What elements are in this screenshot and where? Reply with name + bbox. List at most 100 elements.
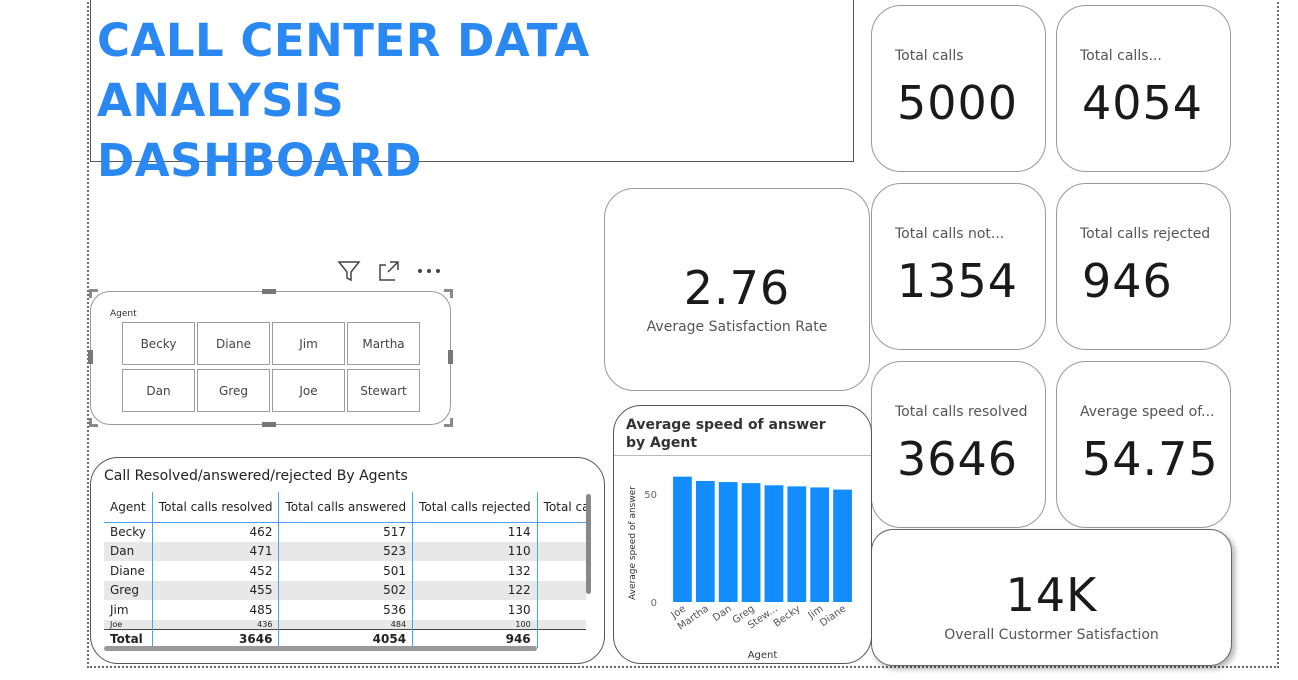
resize-handle-right[interactable] [448,350,453,364]
resize-handle-bottom[interactable] [262,422,276,427]
kpi-value: 2.76 [683,261,791,315]
kpi-card-total-calls-answered[interactable]: Total calls... 4054 [1056,5,1231,172]
table-cell: Becky [104,522,153,542]
agents-table: Agent Total calls resolved Total calls a… [104,492,586,648]
table-cell: Dan [104,541,153,561]
kpi-label: Total calls resolved [895,404,1028,420]
bar [833,489,852,602]
kpi-value: 4054 [1082,76,1204,130]
table-cell: 130 [412,600,538,620]
kpi-label: Average speed of... [1080,404,1215,420]
table-row: Dan 471 523 110 [104,541,586,561]
title-line-1: CALL CENTER DATA ANALYSIS [97,14,590,127]
resize-handle-corner[interactable] [444,289,453,298]
table-cell: 3646 [152,628,280,648]
column-header[interactable]: Total calls resolved [152,492,280,523]
agent-slicer[interactable]: Agent Becky Diane Jim Martha Dan Greg Jo… [90,291,451,425]
slicer-option[interactable]: Joe [272,369,345,412]
bar [787,486,807,602]
column-header[interactable]: Total calls answered [278,492,414,523]
kpi-value: 14K [1005,568,1098,622]
table-row: Becky 462 517 114 [104,522,586,542]
table-title: Call Resolved/answered/rejected By Agent… [104,468,408,484]
x-tick-label: Dan [711,603,734,624]
filter-icon[interactable] [336,258,362,284]
kpi-label: Total calls rejected [1080,226,1211,242]
kpi-card-total-calls[interactable]: Total calls 5000 [871,5,1046,172]
resize-handle-left[interactable] [88,350,93,364]
x-axis-label: Agent [748,650,778,661]
table-cell: 471 [152,541,280,561]
table-cell: 484 [278,619,414,629]
resize-handle-top[interactable] [262,289,276,294]
kpi-value: 5000 [897,76,1019,130]
column-header[interactable]: Agent [104,492,153,523]
slicer-option[interactable]: Greg [197,369,270,412]
table-cell: 455 [152,580,280,600]
bar [810,487,830,602]
agents-table-card: Call Resolved/answered/rejected By Agent… [90,457,605,664]
table-scroll-area[interactable]: Agent Total calls resolved Total calls a… [104,492,586,648]
table-row: Jim 485 536 130 [104,600,586,620]
kpi-card-total-calls-not[interactable]: Total calls not... 1354 [871,183,1046,350]
kpi-label: Total calls not... [895,226,1005,242]
kpi-card-total-calls-rejected[interactable]: Total calls rejected 946 [1056,183,1231,350]
chart-divider [614,455,871,456]
dashboard-title: CALL CENTER DATA ANALYSIS DASHBOARD [97,11,853,191]
bar [673,476,692,602]
column-header[interactable]: Total calls not r [537,492,586,523]
bar [718,482,738,602]
table-cell: 517 [278,522,414,542]
kpi-value: 3646 [897,432,1019,486]
table-cell: 946 [412,628,538,648]
kpi-label: Average Satisfaction Rate [646,319,828,335]
table-cell: 452 [152,561,280,581]
slicer-option[interactable]: Dan [122,369,195,412]
slicer-options: Becky Diane Jim Martha Dan Greg Joe Stew… [122,322,420,412]
table-cell: 114 [412,522,538,542]
table-cell: Jim [104,600,153,620]
table-cell: 462 [152,522,280,542]
kpi-value: 1354 [897,254,1019,308]
kpi-card-average-satisfaction[interactable]: 2.76 Average Satisfaction Rate [604,188,870,391]
more-options-icon[interactable] [416,258,442,284]
focus-mode-icon[interactable] [376,258,402,284]
x-tick-label: Becky [772,603,803,629]
vertical-scrollbar[interactable] [586,494,591,594]
column-header[interactable]: Total calls rejected [412,492,538,523]
table-cell [537,580,586,600]
slicer-option[interactable]: Jim [272,322,345,365]
kpi-label: Total calls... [1080,48,1162,64]
resize-handle-corner[interactable] [89,289,98,298]
slicer-option[interactable]: Becky [122,322,195,365]
y-tick-label: 0 [651,598,657,609]
horizontal-scrollbar[interactable] [104,646,537,651]
table-cell: 100 [412,619,538,629]
table-cell: 523 [278,541,414,561]
slicer-option[interactable]: Stewart [347,369,420,412]
table-row: Diane 452 501 132 [104,561,586,581]
table-cell: 436 [152,619,280,629]
kpi-card-overall-satisfaction[interactable]: 14K Overall Custormer Satisfaction [871,529,1232,666]
slicer-option[interactable]: Diane [197,322,270,365]
kpi-card-average-speed[interactable]: Average speed of... 54.75 [1056,361,1231,528]
bar [764,485,784,602]
table-cell: Greg [104,580,153,600]
kpi-card-total-calls-resolved[interactable]: Total calls resolved 3646 [871,361,1046,528]
title-line-2: DASHBOARD [97,134,422,187]
x-tick-label: Diane [818,603,848,629]
table-cell [537,628,586,648]
slicer-option[interactable]: Martha [347,322,420,365]
resize-handle-corner[interactable] [444,418,453,427]
table-cell: 4054 [278,628,414,648]
table-row: Greg 455 502 122 [104,580,586,600]
bar [741,483,761,602]
table-cell [537,619,586,629]
table-cell [537,600,586,620]
kpi-label: Overall Custormer Satisfaction [944,627,1159,643]
kpi-value: 54.75 [1082,432,1219,486]
table-cell: 110 [412,541,538,561]
chart-title: Average speed of answer by Agent [626,417,826,451]
resize-handle-corner[interactable] [89,418,98,427]
